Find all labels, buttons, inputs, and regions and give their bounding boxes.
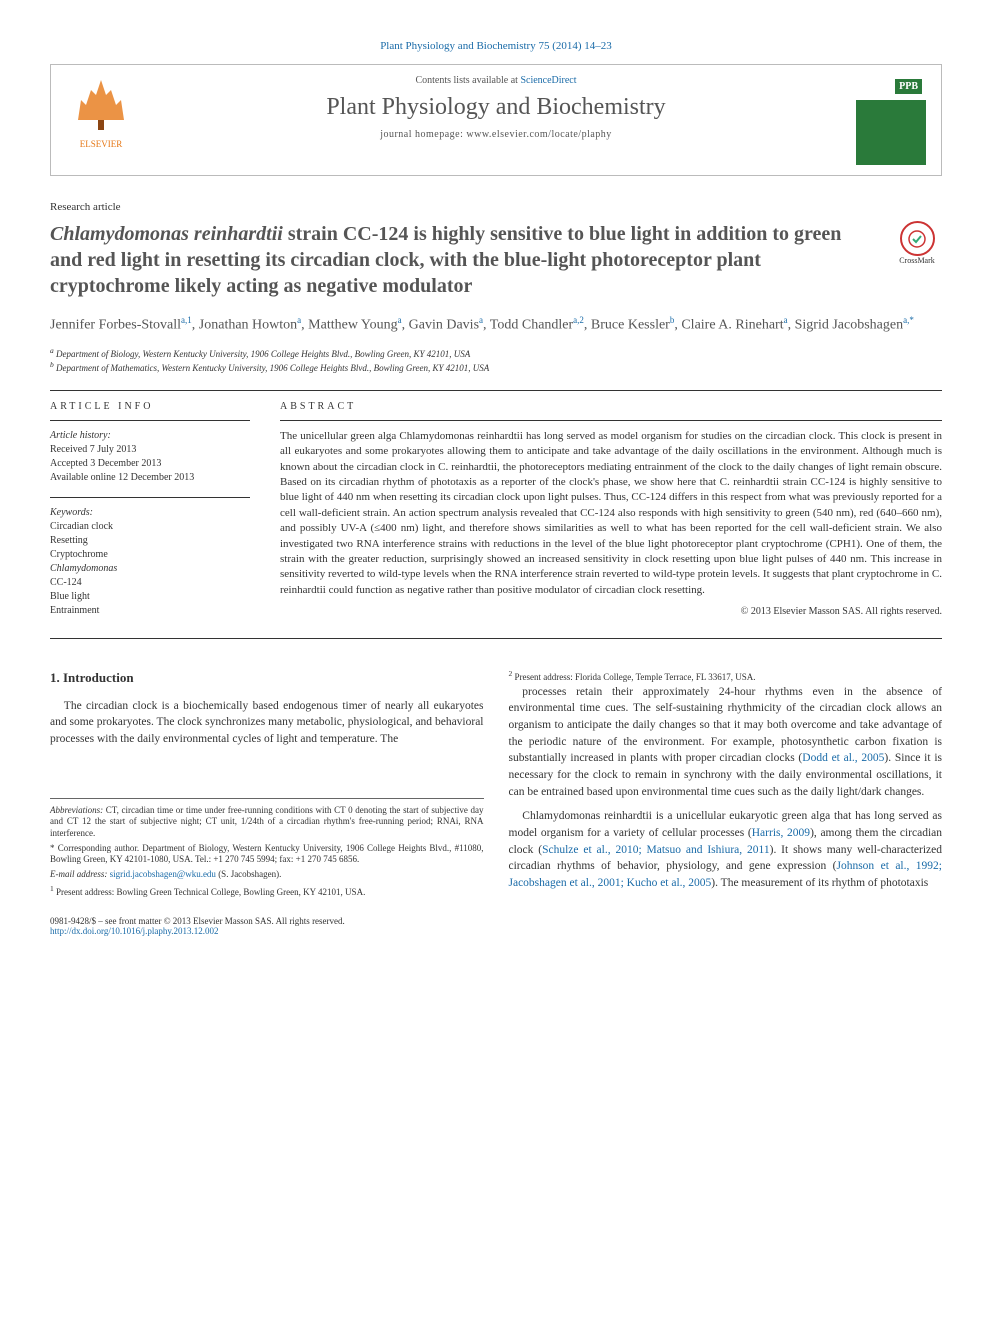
intro-p2: processes retain their approximately 24-… [509, 684, 943, 801]
cite-harris[interactable]: Harris, 2009 [752, 827, 810, 839]
email-label: E-mail address: [50, 869, 110, 879]
article-info-column: ARTICLE INFO Article history: Received 7… [50, 401, 250, 630]
contents-line: Contents lists available at ScienceDirec… [146, 75, 846, 86]
author-1[interactable]: Jennifer Forbes-Stovall [50, 318, 181, 333]
page-container: Plant Physiology and Biochemistry 75 (20… [0, 0, 992, 976]
elsevier-tree-icon [66, 75, 136, 135]
journal-cover-thumbnail[interactable]: PPB [856, 75, 926, 165]
authors-list: Jennifer Forbes-Stovalla,1, Jonathan How… [50, 314, 942, 336]
affiliation-a-text: Department of Biology, Western Kentucky … [56, 349, 470, 359]
author-8-sup: a,* [903, 315, 914, 325]
doi-link[interactable]: http://dx.doi.org/10.1016/j.plaphy.2013.… [50, 926, 942, 936]
elsevier-logo[interactable]: ELSEVIER [66, 75, 136, 155]
author-3[interactable]: , Matthew Young [301, 318, 397, 333]
title-row: Chlamydomonas reinhardtii strain CC-124 … [50, 221, 942, 299]
sciencedirect-link[interactable]: ScienceDirect [520, 75, 576, 86]
abbr-text: CT, circadian time or time under free-ru… [50, 805, 484, 838]
abstract-copyright: © 2013 Elsevier Masson SAS. All rights r… [280, 606, 942, 617]
journal-header-box: ELSEVIER Contents lists available at Sci… [50, 64, 942, 176]
affiliation-b: b Department of Mathematics, Western Ken… [50, 360, 942, 375]
received-date: Received 7 July 2013 [50, 443, 250, 457]
footnote-1: 1 Present address: Bowling Green Technic… [50, 884, 484, 899]
online-date: Available online 12 December 2013 [50, 471, 250, 485]
keywords-block: Keywords: Circadian clock Resetting Cryp… [50, 506, 250, 618]
elsevier-label: ELSEVIER [66, 139, 136, 149]
affiliations: a Department of Biology, Western Kentuck… [50, 346, 942, 375]
keywords-label: Keywords: [50, 506, 250, 520]
abbr-label: Abbreviations: [50, 805, 103, 815]
intro-heading: 1. Introduction [50, 669, 484, 688]
corresponding-author: * Corresponding author. Department of Bi… [50, 843, 484, 866]
body-section: 1. Introduction The circadian clock is a… [50, 669, 942, 901]
keyword-5: CC-124 [50, 576, 250, 590]
author-8[interactable]: , Sigrid Jacobshagen [788, 318, 903, 333]
crossmark-icon [900, 221, 935, 256]
crossmark-badge[interactable]: CrossMark [892, 221, 942, 265]
divider [50, 390, 942, 391]
author-5-sup: a,2 [573, 315, 584, 325]
cite-dodd[interactable]: Dodd et al., 2005 [802, 752, 884, 764]
keyword-4: Chlamydomonas [50, 562, 250, 576]
email-link[interactable]: sigrid.jacobshagen@wku.edu [110, 869, 216, 879]
author-6[interactable]: , Bruce Kessler [584, 318, 670, 333]
divider [50, 420, 250, 421]
abstract-column: ABSTRACT The unicellular green alga Chla… [280, 401, 942, 630]
abstract-header: ABSTRACT [280, 401, 942, 412]
article-info-header: ARTICLE INFO [50, 401, 250, 412]
article-title: Chlamydomonas reinhardtii strain CC-124 … [50, 221, 872, 299]
keyword-7: Entrainment [50, 604, 250, 618]
p3-d: ). The measurement of its rhythm of phot… [711, 877, 928, 889]
homepage-line[interactable]: journal homepage: www.elsevier.com/locat… [146, 129, 846, 140]
keyword-2: Resetting [50, 534, 250, 548]
affiliation-a: a Department of Biology, Western Kentuck… [50, 346, 942, 361]
author-7[interactable]: , Claire A. Rinehart [674, 318, 783, 333]
abstract-text: The unicellular green alga Chlamydomonas… [280, 429, 942, 598]
divider [280, 420, 942, 421]
footer-copyright: 0981-9428/$ – see front matter © 2013 El… [50, 916, 942, 926]
crossmark-label: CrossMark [892, 256, 942, 265]
article-history: Article history: Received 7 July 2013 Ac… [50, 429, 250, 485]
header-citation: Plant Physiology and Biochemistry 75 (20… [50, 40, 942, 52]
journal-name: Plant Physiology and Biochemistry [146, 94, 846, 121]
email-post: (S. Jacobshagen). [216, 869, 281, 879]
divider [50, 638, 942, 639]
keyword-1: Circadian clock [50, 520, 250, 534]
two-column-body: 1. Introduction The circadian clock is a… [50, 669, 942, 901]
footnote-1-text: Present address: Bowling Green Technical… [56, 887, 365, 897]
accepted-date: Accepted 3 December 2013 [50, 457, 250, 471]
author-5[interactable]: , Todd Chandler [483, 318, 573, 333]
contents-text: Contents lists available at [415, 75, 520, 86]
intro-p3: Chlamydomonas reinhardtii is a unicellul… [509, 808, 943, 891]
cover-ppb-badge: PPB [895, 79, 922, 94]
history-label: Article history: [50, 429, 250, 443]
email-line: E-mail address: sigrid.jacobshagen@wku.e… [50, 869, 484, 881]
header-row: ELSEVIER Contents lists available at Sci… [66, 75, 926, 165]
affiliation-b-text: Department of Mathematics, Western Kentu… [56, 363, 489, 373]
abbreviations: Abbreviations: CT, circadian time or tim… [50, 805, 484, 840]
title-species: Chlamydomonas reinhardtii [50, 223, 283, 245]
author-4[interactable]: , Gavin Davis [402, 318, 479, 333]
divider [50, 497, 250, 498]
info-abstract-row: ARTICLE INFO Article history: Received 7… [50, 401, 942, 630]
footer: 0981-9428/$ – see front matter © 2013 El… [50, 916, 942, 936]
keyword-3: Cryptochrome [50, 548, 250, 562]
author-2[interactable]: , Jonathan Howton [192, 318, 297, 333]
keyword-6: Blue light [50, 590, 250, 604]
article-type: Research article [50, 201, 942, 213]
footnote-2: 2 Present address: Florida College, Temp… [509, 669, 943, 684]
intro-p1: The circadian clock is a biochemically b… [50, 698, 484, 748]
cite-schulze[interactable]: Schulze et al., 2010; Matsuo and Ishiura… [542, 844, 770, 856]
footnote-2-text: Present address: Florida College, Temple… [515, 672, 756, 682]
header-center: Contents lists available at ScienceDirec… [136, 75, 856, 140]
author-1-sup: a,1 [181, 315, 192, 325]
